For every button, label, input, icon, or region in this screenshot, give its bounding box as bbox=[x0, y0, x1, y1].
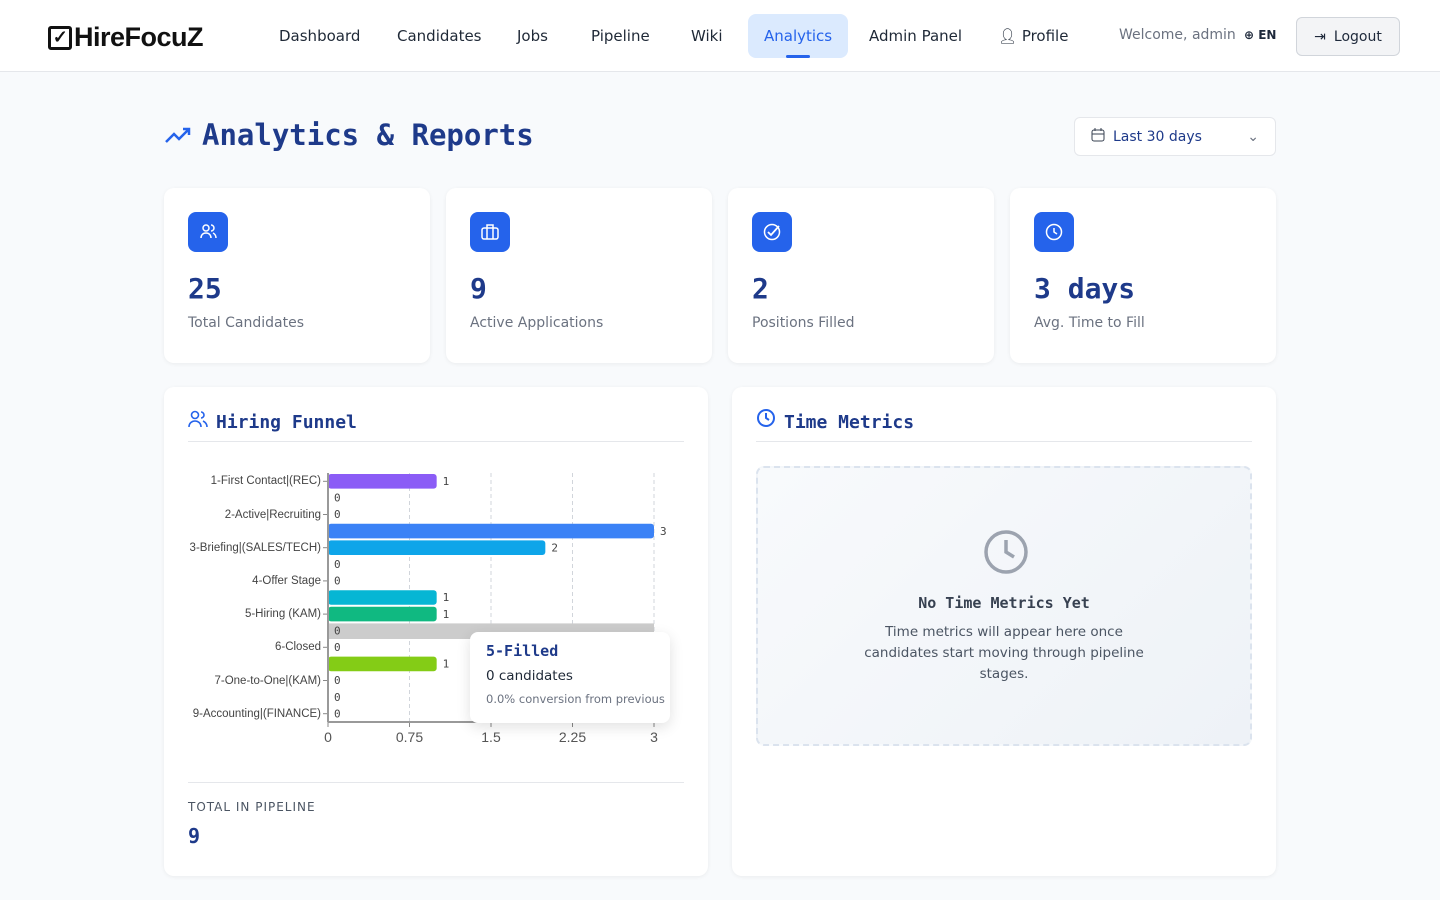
hiring-funnel-panel: Hiring Funnel 0 0.75 1.5 2.25 3 1 0 0 3 2 0 0 1 1 0 0 1 0… bbox=[164, 387, 708, 876]
logout-button[interactable]: ⇥ Logout bbox=[1296, 17, 1400, 56]
y-tick-label: 5-Hiring (KAM) bbox=[244, 608, 321, 621]
bar[interactable] bbox=[328, 523, 654, 539]
data-label: 0 bbox=[334, 575, 341, 588]
x-tick-label: 1.5 bbox=[481, 729, 501, 745]
top-nav: ✓ HireFocuZ Dashboard Candidates Jobs Pipeli… bbox=[0, 0, 1440, 72]
x-tick-label: 2.25 bbox=[559, 729, 586, 745]
logout-icon: ⇥ bbox=[1314, 28, 1326, 45]
bar[interactable] bbox=[328, 606, 437, 622]
data-label: 1 bbox=[443, 608, 450, 621]
y-tick-label: 2-Active|Recruiting bbox=[224, 508, 321, 521]
bar[interactable] bbox=[328, 474, 437, 489]
y-tick-label: 1-First Contact|(REC) bbox=[210, 475, 321, 488]
checkbox-logo-icon: ✓ bbox=[48, 25, 72, 50]
users-icon bbox=[188, 410, 208, 433]
welcome-text: Welcome, admin bbox=[1119, 27, 1236, 43]
globe-icon: ⊕ bbox=[1244, 28, 1259, 42]
x-tick-label: 3 bbox=[650, 729, 658, 745]
bar[interactable] bbox=[328, 656, 437, 672]
data-label: 0 bbox=[334, 624, 341, 637]
bar[interactable] bbox=[328, 590, 437, 605]
total-value: 9 bbox=[188, 824, 201, 848]
stat-card: 3 days Avg. Time to Fill bbox=[1010, 188, 1276, 363]
data-label: 1 bbox=[443, 658, 450, 671]
trending-up-icon bbox=[164, 118, 192, 152]
data-label: 2 bbox=[551, 541, 558, 554]
data-label: 0 bbox=[334, 641, 341, 654]
total-label: TOTAL IN PIPELINE bbox=[188, 800, 316, 814]
user-icon: 👤︎ bbox=[998, 27, 1022, 45]
users-icon bbox=[188, 212, 228, 252]
bar[interactable] bbox=[328, 540, 546, 555]
data-label: 0 bbox=[334, 558, 341, 571]
nav-admin-panel[interactable]: Admin Panel bbox=[869, 27, 963, 45]
empty-state: No Time Metrics Yet Time metrics will ap… bbox=[756, 466, 1252, 746]
time-metrics-panel: Time Metrics No Time Metrics Yet Time me… bbox=[732, 387, 1276, 876]
data-label: 1 bbox=[443, 475, 450, 488]
data-label: 0 bbox=[334, 492, 341, 505]
nav-pipeline[interactable]: Pipeline bbox=[591, 27, 650, 45]
briefcase-icon bbox=[470, 212, 510, 252]
nav-profile[interactable]: 👤︎ Profile bbox=[998, 27, 1069, 45]
nav-dashboard[interactable]: Dashboard bbox=[279, 27, 361, 45]
date-range-select[interactable]: Last 30 days ⌄ bbox=[1074, 117, 1276, 156]
data-label: 3 bbox=[660, 525, 667, 538]
x-tick-label: 0 bbox=[324, 729, 332, 745]
language-selector[interactable]: ⊕ EN bbox=[1244, 28, 1277, 42]
logo[interactable]: ✓ HireFocuZ bbox=[48, 22, 204, 53]
check-circle-icon bbox=[752, 212, 792, 252]
nav-candidates[interactable]: Candidates bbox=[397, 27, 482, 45]
x-tick-label: 0.75 bbox=[396, 729, 423, 745]
chevron-down-icon: ⌄ bbox=[1247, 128, 1259, 145]
data-label: 0 bbox=[334, 707, 341, 720]
y-tick-label: 3-Briefing|(SALES/TECH) bbox=[189, 541, 321, 554]
chart-tooltip: 5-Filled 0 candidates 0.0% conversion fr… bbox=[470, 632, 670, 723]
data-label: 0 bbox=[334, 674, 341, 687]
nav-analytics[interactable]: Analytics bbox=[748, 14, 849, 58]
stat-card: 25 Total Candidates bbox=[164, 188, 430, 363]
clock-icon bbox=[984, 530, 1028, 574]
y-tick-label: 7-One-to-One|(KAM) bbox=[214, 674, 321, 687]
data-label: 0 bbox=[334, 508, 341, 521]
y-tick-label: 9-Accounting|(FINANCE) bbox=[192, 707, 321, 720]
clock-icon bbox=[756, 408, 776, 433]
nav-wiki[interactable]: Wiki bbox=[691, 27, 723, 45]
clock-icon bbox=[1034, 212, 1074, 252]
y-tick-label: 4-Offer Stage bbox=[252, 574, 321, 587]
stat-card: 2 Positions Filled bbox=[728, 188, 994, 363]
page-title: Analytics & Reports bbox=[164, 118, 534, 152]
nav-jobs[interactable]: Jobs bbox=[517, 27, 548, 45]
data-label: 1 bbox=[443, 591, 450, 604]
data-label: 0 bbox=[334, 691, 341, 704]
stat-card: 9 Active Applications bbox=[446, 188, 712, 363]
calendar-icon bbox=[1091, 127, 1105, 146]
y-tick-label: 6-Closed bbox=[274, 641, 321, 654]
